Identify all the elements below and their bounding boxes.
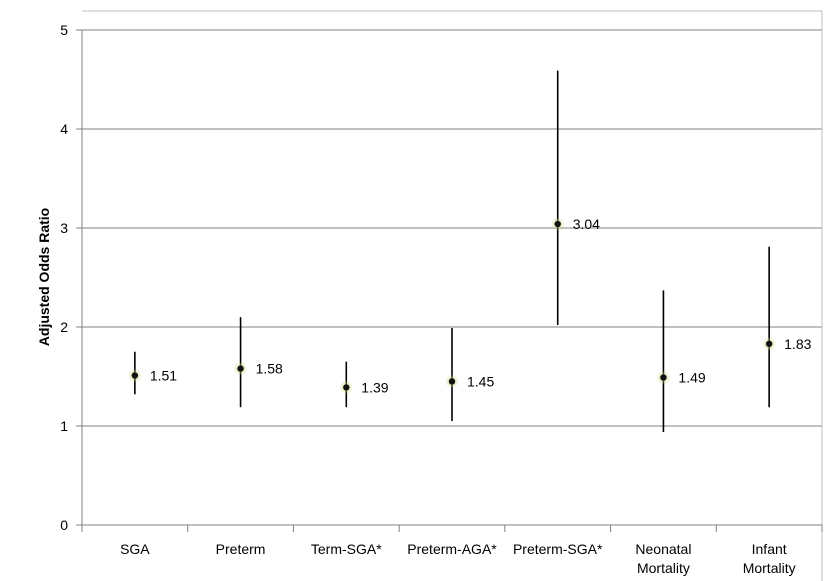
gridlines [82, 29, 822, 427]
value-label: 1.39 [361, 379, 388, 395]
point-marker [448, 378, 456, 385]
point-marker [237, 365, 244, 372]
y-tick-label: 4 [60, 121, 68, 137]
x-category-label: Infant Mortality [743, 541, 796, 576]
y-tick-label: 2 [60, 319, 68, 335]
value-label: 1.45 [467, 373, 494, 389]
point-marker [660, 374, 667, 381]
x-category-label: Neonatal Mortality [635, 541, 691, 576]
value-label: 3.04 [573, 216, 600, 232]
point-marker [343, 384, 350, 391]
point-marker [554, 220, 561, 228]
x-category-label: Preterm-SGA* [513, 541, 603, 557]
x-category-label: Term-SGA* [311, 541, 382, 557]
point-marker [131, 372, 139, 379]
x-category-label: Preterm [216, 541, 266, 557]
x-category-label: Preterm-AGA* [407, 541, 497, 557]
y-tick-label: 1 [60, 418, 68, 434]
y-tick-labels: 0 1 2 3 4 5 [60, 22, 68, 533]
x-category-label: SGA [120, 541, 150, 557]
point-marker [765, 340, 773, 348]
y-tick-label: 5 [60, 22, 68, 38]
y-tick-label: 0 [60, 517, 68, 533]
value-labels: 1.51 1.58 1.39 1.45 3.04 1.49 1.83 [150, 216, 812, 395]
axes [76, 10, 823, 581]
y-axis-title: Adjusted Odds Ratio [36, 208, 52, 346]
value-label: 1.58 [256, 361, 283, 377]
x-category-labels: SGA Preterm Term-SGA* Preterm-AGA* Preterm-S… [120, 541, 796, 576]
point-estimates [127, 217, 777, 395]
value-label: 1.49 [678, 369, 705, 385]
value-label: 1.51 [150, 368, 177, 384]
value-label: 1.83 [784, 336, 811, 352]
y-tick-label: 3 [60, 220, 68, 236]
